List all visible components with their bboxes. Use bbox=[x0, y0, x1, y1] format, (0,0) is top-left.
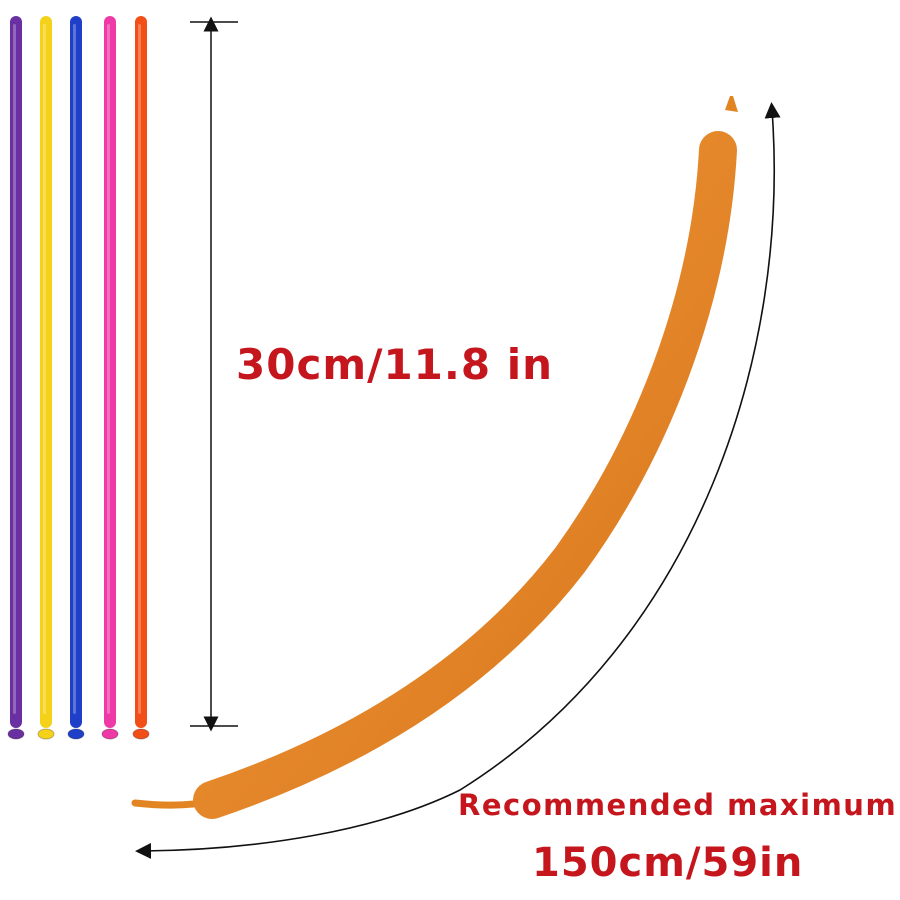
recommended-maximum-caption: Recommended maximum bbox=[458, 788, 898, 822]
deflated-length-label: 30cm/11.8 in bbox=[236, 340, 553, 389]
inflated-balloon-knot bbox=[725, 96, 738, 112]
maximum-length-value: 150cm/59in bbox=[532, 840, 804, 886]
inflated-balloon bbox=[131, 96, 738, 819]
inflated-length-arc bbox=[135, 102, 781, 859]
deflated-balloons-group bbox=[7, 16, 150, 740]
deflated-balloon-pink bbox=[101, 16, 119, 740]
inflated-balloon-body bbox=[193, 131, 737, 819]
deflated-balloon-blue bbox=[67, 16, 85, 740]
deflated-balloon-purple bbox=[7, 16, 25, 740]
deflated-balloon-yellow bbox=[37, 16, 55, 740]
deflated-length-dimension bbox=[190, 16, 238, 732]
deflated-balloon-orange-red bbox=[132, 16, 150, 740]
